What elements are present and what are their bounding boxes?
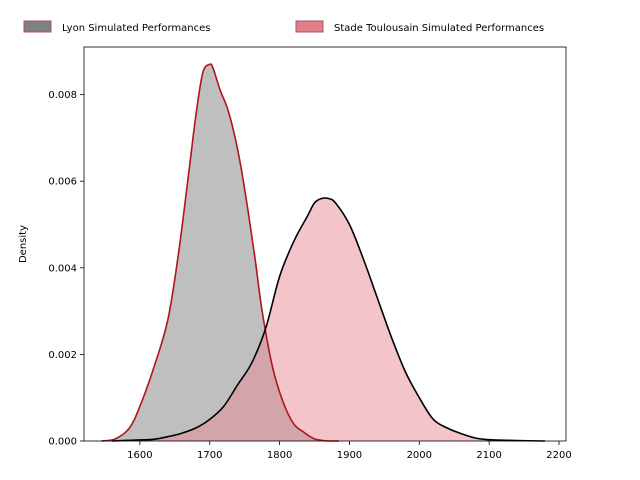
lyon-legend-swatch <box>23 20 52 33</box>
plot-frame <box>83 46 567 442</box>
stade-toulousain-density-line <box>111 197 546 442</box>
x-tick-label: 2000 <box>407 450 432 461</box>
stade-toulousain-legend-swatch <box>295 20 324 33</box>
x-axis: 1600 1700 1800 1900 2000 2100 2200 <box>127 441 572 461</box>
x-tick-label: 1800 <box>267 450 292 461</box>
y-tick-label: 0.002 <box>48 350 77 361</box>
x-tick-label: 1700 <box>197 450 222 461</box>
x-tick-label: 1900 <box>337 450 362 461</box>
y-tick-label: 0.004 <box>48 263 77 274</box>
legend: Lyon Simulated Performances Stade Toulous… <box>23 20 544 34</box>
stade-toulousain-density-area <box>111 198 546 441</box>
x-tick-label: 1600 <box>127 450 152 461</box>
y-axis: 0.000 0.002 0.004 0.006 0.008 <box>48 90 84 448</box>
density-lines <box>101 63 546 442</box>
lyon-density-line <box>101 63 339 442</box>
y-tick-label: 0.006 <box>48 177 77 188</box>
y-tick-label: 0.000 <box>48 437 77 448</box>
density-fills <box>101 64 546 442</box>
lyon-legend-label: Lyon Simulated Performances <box>62 23 211 34</box>
x-tick-label: 2100 <box>476 450 501 461</box>
x-tick-label: 2200 <box>546 450 571 461</box>
stade-toulousain-legend-label: Stade Toulousain Simulated Performances <box>334 23 544 34</box>
y-tick-label: 0.008 <box>48 90 77 101</box>
y-axis-label: Density <box>18 225 29 263</box>
